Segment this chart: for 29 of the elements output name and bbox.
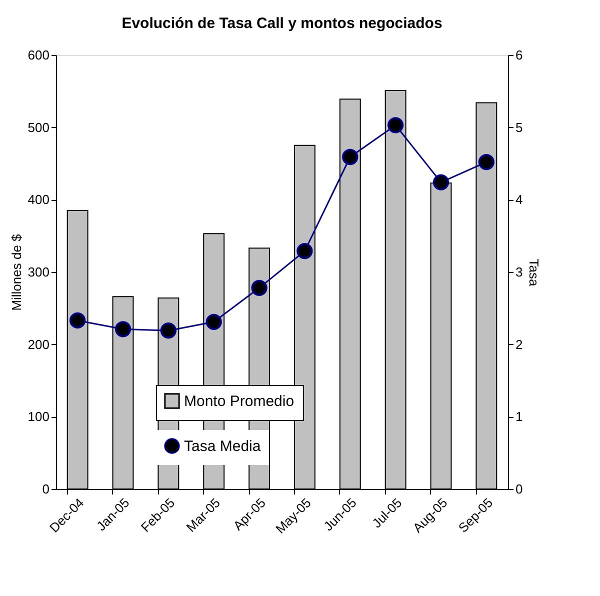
point xyxy=(160,322,177,339)
y2-tick-label: 2 xyxy=(516,336,523,352)
point xyxy=(387,117,404,134)
y-tick-label: 500 xyxy=(28,120,50,135)
point xyxy=(478,154,494,170)
point xyxy=(342,148,358,166)
y-tick-label: 300 xyxy=(28,264,50,280)
chart-title: Evolución de Tasa Call y montos negociados xyxy=(122,15,442,32)
point xyxy=(114,321,132,338)
y-tick-label: 200 xyxy=(28,336,50,352)
point xyxy=(70,312,86,329)
y2-tick-label: 4 xyxy=(516,192,523,208)
y-axis-title: Millones de $ xyxy=(8,233,24,311)
y2-tick-label: 6 xyxy=(516,48,523,62)
y2-tick-label: 0 xyxy=(516,482,523,496)
y-tick-label: 100 xyxy=(28,409,50,424)
point xyxy=(206,314,222,330)
point xyxy=(296,242,313,260)
y2-tick-label: 3 xyxy=(516,264,523,280)
legend-label: Monto Promedio xyxy=(184,393,294,410)
y2-tick-label: 5 xyxy=(516,120,523,135)
point xyxy=(432,174,450,190)
point xyxy=(251,280,268,296)
y-tick-label: 0 xyxy=(42,482,50,496)
y2-tick-label: 1 xyxy=(516,409,523,424)
y2-axis-title: Tasa xyxy=(526,258,542,287)
y-tick-label: 600 xyxy=(28,48,50,62)
y-tick-label: 400 xyxy=(28,192,50,208)
legend-label: Tasa Media xyxy=(184,438,262,455)
